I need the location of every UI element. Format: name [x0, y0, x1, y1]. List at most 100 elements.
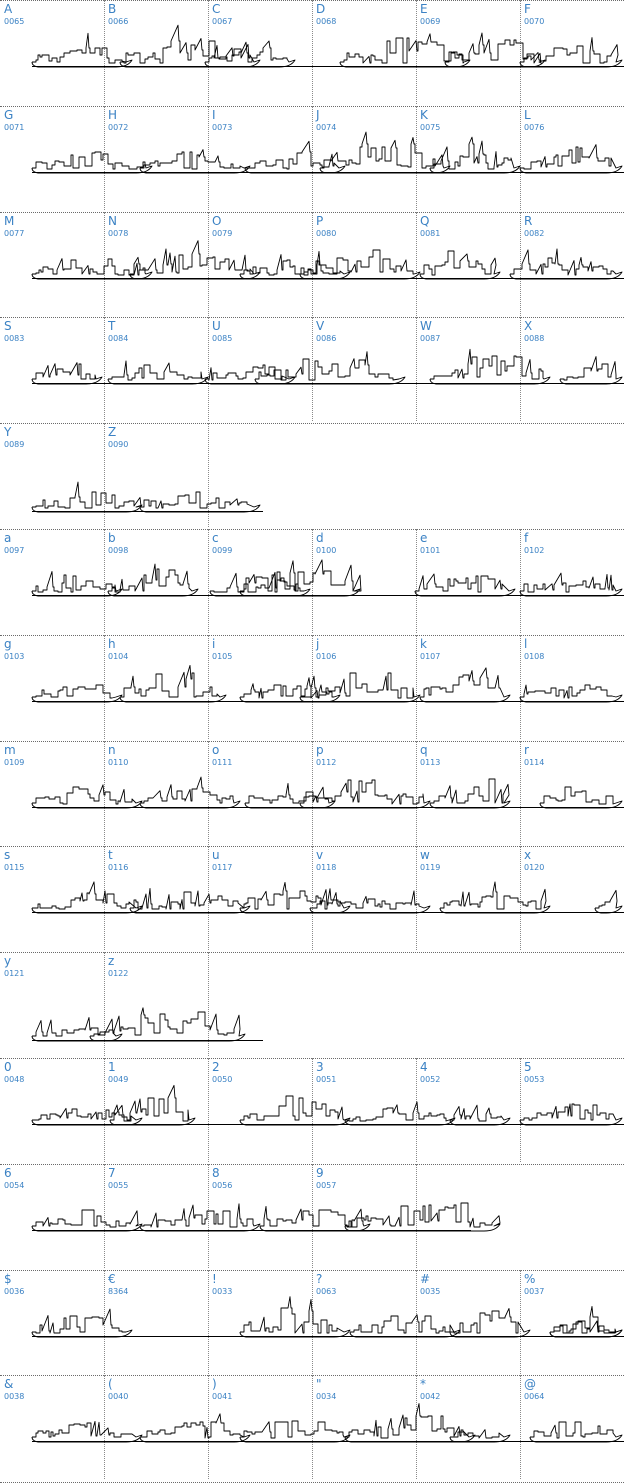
glyph-character: f	[524, 531, 529, 545]
glyph-character: G	[4, 108, 14, 122]
glyph-cell: Z 0090	[104, 423, 208, 527]
column-separator	[104, 741, 105, 845]
glyph-codepoint: 0068	[316, 17, 337, 26]
warship-silhouette-icon	[429, 136, 521, 174]
column-separator	[520, 635, 521, 739]
glyph-cell: #0035	[416, 1270, 520, 1374]
column-separator	[208, 635, 209, 739]
glyph-cell: 4 0052	[416, 1058, 520, 1162]
glyph-cell: * 0042	[416, 1375, 520, 1479]
column-separator	[208, 952, 209, 1056]
glyph-cell: ! 0033	[208, 1270, 312, 1374]
glyph-codepoint: 0074	[316, 123, 337, 132]
warship-silhouette-icon	[119, 24, 261, 68]
glyph-character: Q	[420, 214, 430, 228]
glyph-previews	[31, 1084, 623, 1126]
column-separator	[312, 529, 313, 633]
warship-silhouette-icon	[129, 240, 261, 280]
glyph-cell: 6 0054	[0, 1164, 104, 1268]
glyph-codepoint: 0122	[108, 969, 129, 978]
column-separator	[312, 846, 313, 950]
baseline-rule	[32, 278, 624, 279]
glyph-codepoint: 0110	[108, 758, 129, 767]
warship-silhouette-icon	[549, 1320, 623, 1338]
glyph-cell: h 0104	[104, 635, 208, 739]
glyph-codepoint: 0101	[420, 546, 441, 555]
column-separator	[312, 106, 313, 210]
glyph-cell: g 0103	[0, 635, 104, 739]
glyph-character: 3	[316, 1060, 324, 1074]
glyph-character: n	[108, 743, 116, 757]
warship-silhouette-icon	[31, 784, 143, 809]
glyph-codepoint: 0063	[316, 1287, 337, 1296]
glyph-codepoint: 0081	[420, 229, 441, 238]
warship-silhouette-icon	[107, 563, 199, 597]
glyph-cell: " 0034	[312, 1375, 416, 1479]
glyph-previews	[31, 1296, 623, 1338]
glyph-cell: A 0065	[0, 0, 104, 104]
glyph-character: 5	[524, 1060, 532, 1074]
glyph-character: F	[524, 2, 531, 16]
glyph-cell: X 0088	[520, 317, 624, 421]
glyph-cell: G 0071	[0, 106, 104, 210]
baseline-rule	[32, 172, 624, 173]
glyph-cell: Q 0081	[416, 212, 520, 316]
column-separator	[312, 1058, 313, 1162]
column-separator	[312, 317, 313, 421]
warship-silhouette-icon	[31, 1209, 143, 1232]
column-separator	[104, 423, 105, 527]
glyph-previews	[31, 881, 623, 914]
glyph-previews	[31, 131, 623, 174]
column-separator	[416, 846, 417, 950]
row-separator	[0, 423, 624, 424]
glyph-codepoint: 0098	[108, 546, 129, 555]
glyph-codepoint: 0051	[316, 1075, 337, 1084]
glyph-codepoint: 0077	[4, 229, 25, 238]
glyph-codepoint: 0114	[524, 758, 545, 767]
glyph-codepoint: 0083	[4, 334, 25, 343]
glyph-codepoint: 0089	[4, 440, 25, 449]
glyph-character: L	[524, 108, 531, 122]
glyph-cell: s 0115	[0, 846, 104, 950]
glyph-cell: R 0082	[520, 212, 624, 316]
warship-silhouette-icon	[129, 888, 251, 914]
glyph-cell: H 0072	[104, 106, 208, 210]
glyph-character: K	[420, 108, 428, 122]
glyph-codepoint: 0033	[212, 1287, 233, 1296]
warship-silhouette-icon	[594, 889, 623, 914]
glyph-character: e	[420, 531, 428, 545]
glyph-character: V	[316, 319, 325, 333]
glyph-cell: w 0119	[416, 846, 520, 950]
glyph-codepoint: 0054	[4, 1181, 25, 1190]
warship-silhouette-icon	[204, 364, 296, 385]
glyph-character: c	[212, 531, 219, 545]
warship-silhouette-icon	[139, 776, 241, 809]
warship-silhouette-icon	[107, 360, 209, 385]
glyph-row: s 0115 t 0116 u 0117 v 0118 w 0119 x 0120	[0, 846, 624, 951]
glyph-codepoint: 0035	[420, 1287, 441, 1296]
column-separator	[520, 106, 521, 210]
glyph-codepoint: 0073	[212, 123, 233, 132]
warship-silhouette-icon	[549, 1306, 623, 1338]
column-separator	[416, 106, 417, 210]
warship-silhouette-icon	[244, 783, 336, 809]
warship-silhouette-icon	[239, 559, 362, 597]
warship-silhouette-icon	[31, 32, 133, 68]
baseline-rule	[32, 1040, 263, 1041]
column-separator	[208, 1270, 209, 1374]
glyph-row: Y 0089 Z 0090	[0, 423, 624, 528]
warship-silhouette-icon	[449, 1308, 531, 1338]
sheet-bottom-rule	[0, 1482, 624, 1483]
glyph-character: T	[108, 319, 116, 333]
glyph-previews	[31, 481, 261, 513]
glyph-character: D	[316, 2, 326, 16]
column-separator	[104, 952, 105, 1056]
glyph-codepoint: 0040	[108, 1392, 129, 1401]
glyph-cell: D 0068	[312, 0, 416, 104]
glyph-cell: z 0122	[104, 952, 208, 1056]
baseline-rule	[32, 1336, 624, 1337]
glyph-cell: q 0113	[416, 741, 520, 845]
baseline-rule	[32, 66, 624, 67]
glyph-character: b	[108, 531, 116, 545]
glyph-previews	[31, 24, 623, 68]
